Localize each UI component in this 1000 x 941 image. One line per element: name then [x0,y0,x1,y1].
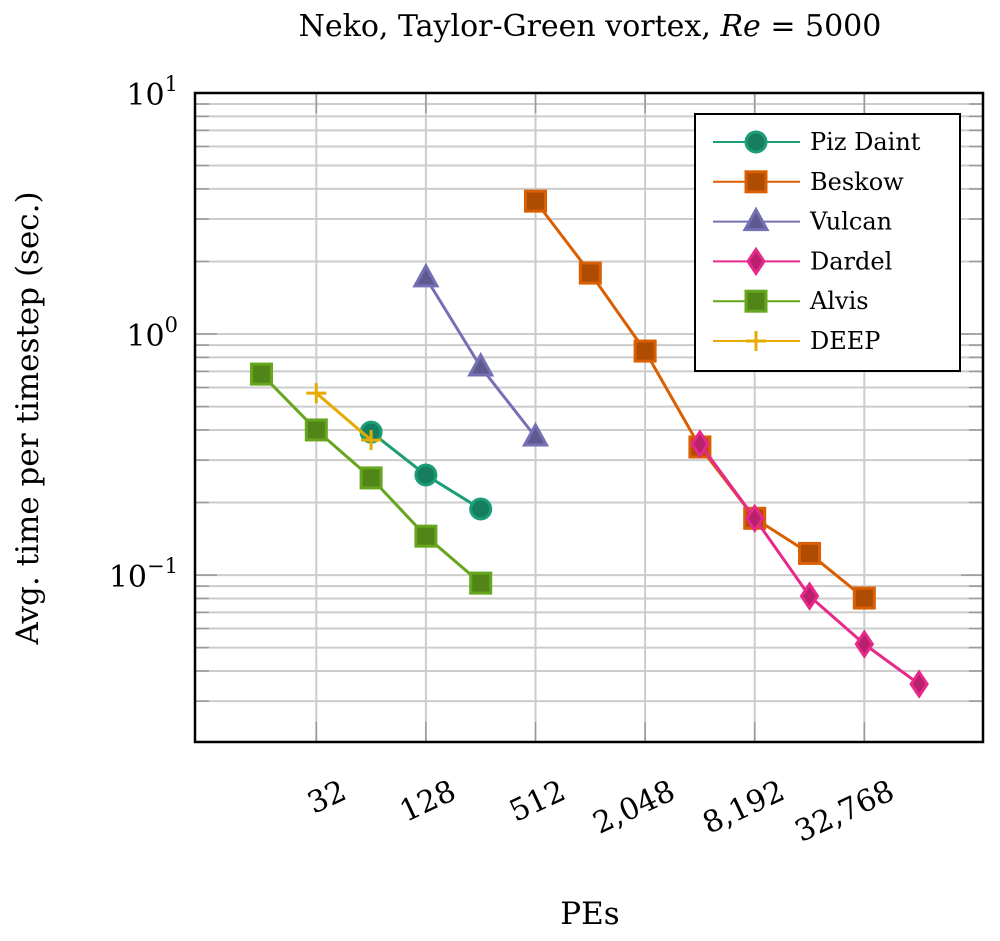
legend-box [694,113,961,372]
series-vulcan [412,262,550,447]
x-tick-label: 2,048 [588,774,681,842]
y-tick-label: 10−1 [109,554,178,595]
legend-marker-alvis [744,289,768,313]
data-point-dardel [799,581,820,611]
y-tick-label-exponent: 1 [165,72,178,96]
legend-entry-alvis: Alvis [713,287,869,315]
legend-label: Piz Daint [810,128,921,156]
x-tick-label: 8,192 [697,774,790,842]
legend-label: Dardel [810,247,892,275]
data-point-dardel [744,503,765,534]
legend-entry-piz-daint: Piz Daint [713,128,921,156]
chart-title-math-var: Re [719,9,760,44]
data-point-dardel [690,429,710,459]
legend-marker-piz-daint [744,130,768,154]
data-point-dardel [909,669,929,699]
data-point-deep [361,430,382,451]
legend-label: DEEP [810,327,880,355]
data-point-dardel [854,629,875,659]
data-point-alvis [249,362,273,386]
legend-entry-beskow: Beskow [713,168,904,196]
y-tick-label-base: 10 [126,319,164,354]
legend-label: Alvis [809,287,869,315]
series-dardel [690,429,929,699]
y-tick-label-base: 10 [109,560,147,595]
data-point-alvis [414,524,438,548]
x-axis-label: PEs [560,896,619,932]
data-point-vulcan [467,351,495,377]
legend-entry-dardel: Dardel [713,246,892,277]
legend-entry-vulcan: Vulcan [713,206,892,236]
data-point-piz-daint [469,497,493,521]
data-point-alvis [469,571,493,595]
y-axis-label: Avg. time per timestep (sec.) [10,191,46,645]
data-point-alvis [304,418,328,442]
data-point-beskow [633,339,657,363]
legend-entry-deep: DEEP [713,327,880,355]
data-point-piz-daint [414,463,438,487]
chart-title-prefix: Neko, Taylor-Green vortex, [299,9,721,44]
chart-title: Neko, Taylor-Green vortex, Re = 5000 [299,9,882,44]
x-tick-label: 128 [395,774,462,830]
y-tick-label: 101 [126,72,178,113]
y-tick-label-exponent: −1 [147,554,178,578]
x-tick-label: 512 [504,774,571,830]
data-point-deep [306,383,327,404]
legend-entries: Piz Daint Beskow Vulcan Dardel Alvis DEEP [713,128,921,355]
data-point-alvis [359,466,383,490]
data-point-beskow [524,189,548,213]
y-tick-label: 100 [126,313,178,354]
series-deep [306,383,382,451]
plot-frame [193,91,985,744]
x-tick-labels: 32 128 512 2,048 8,192 32,768 [302,774,899,850]
data-point-beskow [798,541,822,565]
data-point-vulcan [412,262,440,288]
x-tick-label: 32 [302,774,351,822]
legend-marker-dardel [746,246,766,277]
legend-marker-vulcan [742,206,770,232]
x-tick-label: 32,768 [790,774,900,850]
legend-label: Beskow [810,168,904,196]
y-tick-label-exponent: 0 [165,313,178,337]
series-layer [249,189,929,699]
data-point-vulcan [521,421,550,447]
legend: Piz Daint Beskow Vulcan Dardel Alvis DEEP [694,113,961,372]
legend-marker-beskow [744,170,768,194]
data-point-beskow [578,261,602,285]
y-tick-label-base: 10 [126,78,164,113]
data-point-beskow [852,586,876,610]
series-line-deep [315,391,373,442]
chart-title-math-rest: = 5000 [761,9,882,44]
legend-marker-deep [746,331,766,351]
series-alvis [249,362,493,595]
legend-label: Vulcan [809,208,892,236]
